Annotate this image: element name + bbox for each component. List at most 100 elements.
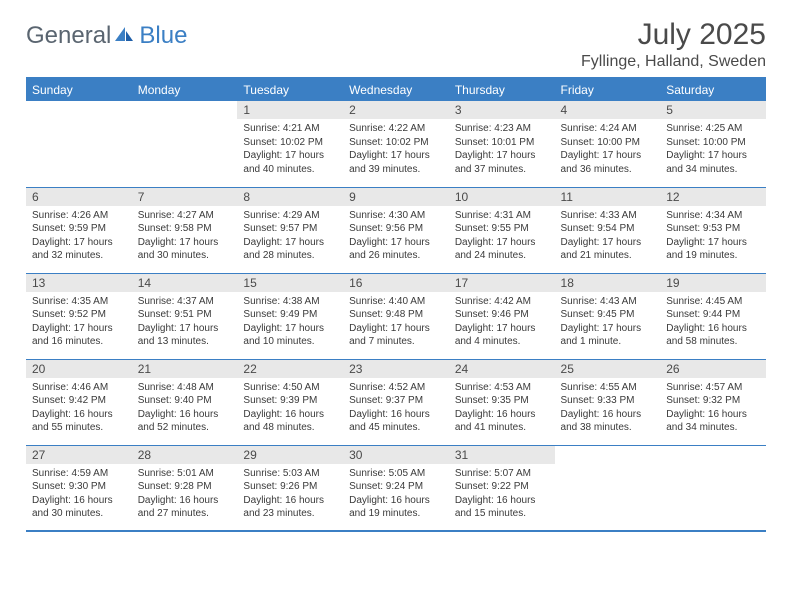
calendar-row: 6Sunrise: 4:26 AMSunset: 9:59 PMDaylight… [26,187,766,273]
day-sunrise: Sunrise: 4:52 AM [349,381,443,395]
day-d2: and 1 minute. [561,335,655,349]
day-sunrise: Sunrise: 4:21 AM [243,122,337,136]
day-number: 30 [343,446,449,464]
day-body: Sunrise: 4:52 AMSunset: 9:37 PMDaylight:… [343,378,449,438]
day-d1: Daylight: 16 hours [455,408,549,422]
day-d2: and 19 minutes. [349,507,443,521]
day-body: Sunrise: 4:59 AMSunset: 9:30 PMDaylight:… [26,464,132,524]
calendar-cell: 30Sunrise: 5:05 AMSunset: 9:24 PMDayligh… [343,445,449,531]
day-d1: Daylight: 16 hours [666,322,760,336]
day-d1: Daylight: 17 hours [243,322,337,336]
day-d1: Daylight: 17 hours [32,322,126,336]
day-d2: and 15 minutes. [455,507,549,521]
day-number: 17 [449,274,555,292]
weekday-header: Sunday [26,78,132,101]
day-sunrise: Sunrise: 4:46 AM [32,381,126,395]
day-d2: and 36 minutes. [561,163,655,177]
day-number: 12 [660,188,766,206]
calendar-cell: 2Sunrise: 4:22 AMSunset: 10:02 PMDayligh… [343,101,449,187]
day-sunset: Sunset: 9:42 PM [32,394,126,408]
calendar-cell: 13Sunrise: 4:35 AMSunset: 9:52 PMDayligh… [26,273,132,359]
day-d1: Daylight: 17 hours [666,236,760,250]
calendar-cell: 18Sunrise: 4:43 AMSunset: 9:45 PMDayligh… [555,273,661,359]
day-d1: Daylight: 17 hours [138,322,232,336]
calendar-cell: 20 Sunrise: 4:46 AMSunset: 9:42 PMDayligh… [26,359,132,445]
day-d2: and 27 minutes. [138,507,232,521]
day-body: Sunrise: 4:22 AMSunset: 10:02 PMDaylight… [343,119,449,179]
day-d1: Daylight: 17 hours [349,149,443,163]
calendar-row: 27Sunrise: 4:59 AMSunset: 9:30 PMDayligh… [26,445,766,531]
calendar-cell [26,101,132,187]
calendar-cell: 4Sunrise: 4:24 AMSunset: 10:00 PMDayligh… [555,101,661,187]
calendar-cell: 31Sunrise: 5:07 AMSunset: 9:22 PMDayligh… [449,445,555,531]
calendar-cell: 14Sunrise: 4:37 AMSunset: 9:51 PMDayligh… [132,273,238,359]
day-body: Sunrise: 4:29 AMSunset: 9:57 PMDaylight:… [237,206,343,266]
calendar-cell: 21Sunrise: 4:48 AMSunset: 9:40 PMDayligh… [132,359,238,445]
day-d2: and 34 minutes. [666,421,760,435]
logo: GeneralBlue [26,18,187,50]
day-number: 20 [26,360,132,378]
day-sunset: Sunset: 9:40 PM [138,394,232,408]
sail-icon [113,22,135,50]
day-sunrise: Sunrise: 4:23 AM [455,122,549,136]
logo-text-part2: Blue [139,22,187,50]
day-d2: and 38 minutes. [561,421,655,435]
day-d1: Daylight: 17 hours [349,236,443,250]
weekday-row: Sunday Monday Tuesday Wednesday Thursday… [26,78,766,101]
day-number: 19 [660,274,766,292]
day-d1: Daylight: 16 hours [32,408,126,422]
day-body: Sunrise: 5:07 AMSunset: 9:22 PMDaylight:… [449,464,555,524]
day-sunrise: Sunrise: 5:07 AM [455,467,549,481]
day-sunset: Sunset: 10:02 PM [243,136,337,150]
day-sunrise: Sunrise: 4:40 AM [349,295,443,309]
day-d1: Daylight: 16 hours [561,408,655,422]
calendar-cell: 22Sunrise: 4:50 AMSunset: 9:39 PMDayligh… [237,359,343,445]
day-body: Sunrise: 5:05 AMSunset: 9:24 PMDaylight:… [343,464,449,524]
day-d1: Daylight: 16 hours [138,494,232,508]
day-sunrise: Sunrise: 4:22 AM [349,122,443,136]
day-number: 27 [26,446,132,464]
header: GeneralBlue July 2025 Fyllinge, Halland,… [26,18,766,71]
day-number: 15 [237,274,343,292]
calendar-cell: 24Sunrise: 4:53 AMSunset: 9:35 PMDayligh… [449,359,555,445]
day-number: 14 [132,274,238,292]
day-body: Sunrise: 4:45 AMSunset: 9:44 PMDaylight:… [660,292,766,352]
day-sunrise: Sunrise: 4:48 AM [138,381,232,395]
day-sunset: Sunset: 9:45 PM [561,308,655,322]
day-d2: and 4 minutes. [455,335,549,349]
day-sunset: Sunset: 9:52 PM [32,308,126,322]
calendar-cell: 28Sunrise: 5:01 AMSunset: 9:28 PMDayligh… [132,445,238,531]
calendar-cell: 17Sunrise: 4:42 AMSunset: 9:46 PMDayligh… [449,273,555,359]
day-body: Sunrise: 4:30 AMSunset: 9:56 PMDaylight:… [343,206,449,266]
day-sunset: Sunset: 9:56 PM [349,222,443,236]
day-sunrise: Sunrise: 4:27 AM [138,209,232,223]
day-body: Sunrise: 5:03 AMSunset: 9:26 PMDaylight:… [237,464,343,524]
month-title: July 2025 [581,18,766,51]
calendar-row: 13Sunrise: 4:35 AMSunset: 9:52 PMDayligh… [26,273,766,359]
day-body: Sunrise: 4:43 AMSunset: 9:45 PMDaylight:… [555,292,661,352]
day-d2: and 26 minutes. [349,249,443,263]
weekday-header: Friday [555,78,661,101]
day-number: 18 [555,274,661,292]
day-body: Sunrise: 4:34 AMSunset: 9:53 PMDaylight:… [660,206,766,266]
day-d1: Daylight: 17 hours [138,236,232,250]
day-sunset: Sunset: 9:30 PM [32,480,126,494]
calendar-cell: 6Sunrise: 4:26 AMSunset: 9:59 PMDaylight… [26,187,132,273]
day-d1: Daylight: 17 hours [243,149,337,163]
day-d2: and 10 minutes. [243,335,337,349]
day-sunset: Sunset: 9:33 PM [561,394,655,408]
day-d2: and 16 minutes. [32,335,126,349]
day-body: Sunrise: 4:31 AMSunset: 9:55 PMDaylight:… [449,206,555,266]
calendar-cell: 12Sunrise: 4:34 AMSunset: 9:53 PMDayligh… [660,187,766,273]
day-d1: Daylight: 17 hours [243,236,337,250]
day-sunrise: Sunrise: 4:55 AM [561,381,655,395]
day-d2: and 7 minutes. [349,335,443,349]
day-sunset: Sunset: 10:00 PM [666,136,760,150]
day-d1: Daylight: 17 hours [666,149,760,163]
calendar-cell: 3Sunrise: 4:23 AMSunset: 10:01 PMDayligh… [449,101,555,187]
day-number: 8 [237,188,343,206]
calendar-cell [132,101,238,187]
day-d1: Daylight: 16 hours [455,494,549,508]
day-sunrise: Sunrise: 4:31 AM [455,209,549,223]
day-d1: Daylight: 17 hours [349,322,443,336]
